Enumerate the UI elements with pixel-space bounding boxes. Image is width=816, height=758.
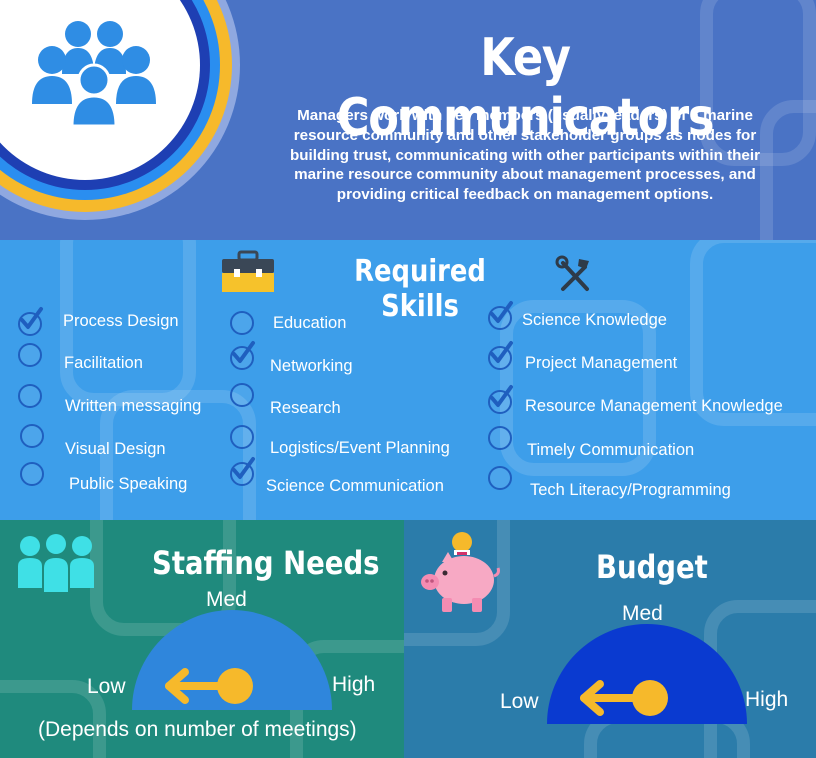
budget-high-label: High xyxy=(745,688,789,711)
skill-label: Research xyxy=(270,399,341,417)
piggy-bank-icon xyxy=(421,532,500,612)
checkmark-icon xyxy=(490,385,513,407)
tools-icon xyxy=(555,255,589,291)
budget-title: Budget xyxy=(596,548,708,586)
checkbox-unchecked[interactable] xyxy=(488,466,512,490)
decor-ring xyxy=(700,0,816,166)
skill-label: Logistics/Event Planning xyxy=(270,439,450,457)
skill-label: Process Design xyxy=(63,312,179,330)
skill-label: Public Speaking xyxy=(69,475,188,493)
budget-panel: Budget Med Low High xyxy=(404,520,816,758)
skill-label: Timely Communication xyxy=(527,441,695,459)
skill-label: Science Knowledge xyxy=(522,311,667,329)
checkmark-icon xyxy=(490,301,513,323)
staff-people-icon xyxy=(18,534,94,592)
page-title: Key Communicators xyxy=(336,28,715,148)
header-section: Key Communicators Managers work with key… xyxy=(0,0,816,240)
staffing-title: Staffing Needs xyxy=(152,544,380,582)
decor-ring xyxy=(404,520,510,646)
group-people-icon xyxy=(32,21,156,128)
decor-ring xyxy=(690,240,816,426)
skill-label: Science Communication xyxy=(266,477,444,495)
required-skills-section: Required Skills Process Design Facilitati… xyxy=(0,240,816,520)
staffing-needs-panel: Staffing Needs Med Low High (Depends on … xyxy=(0,520,404,758)
skill-label: Tech Literacy/Programming xyxy=(530,481,731,499)
checkmark-icon xyxy=(490,341,513,363)
checkbox-checked[interactable] xyxy=(488,341,513,370)
skill-label: Resource Management Knowledge xyxy=(525,397,783,415)
staffing-gauge-needle xyxy=(165,668,253,704)
checkbox-checked[interactable] xyxy=(488,385,513,414)
skill-label: Networking xyxy=(270,357,353,375)
checkbox-unchecked[interactable] xyxy=(18,343,42,367)
budget-gauge-needle xyxy=(580,680,668,716)
staffing-note: (Depends on number of meetings) xyxy=(38,718,357,741)
staffing-gauge xyxy=(132,610,332,710)
staffing-high-label: High xyxy=(332,673,376,696)
skill-label: Education xyxy=(273,314,347,332)
staffing-med-label: Med xyxy=(206,588,247,611)
skills-title: Required Skills xyxy=(354,254,486,324)
toolbox-icon xyxy=(222,250,274,292)
decor-ring xyxy=(60,240,196,406)
decor-ring xyxy=(100,390,256,520)
budget-low-label: Low xyxy=(500,690,539,713)
budget-gauge xyxy=(547,624,747,724)
page-description: Managers work with key members (usually … xyxy=(290,107,760,204)
checkbox-unchecked[interactable] xyxy=(230,383,254,407)
checkmark-icon xyxy=(232,457,255,479)
skill-label: Written messaging xyxy=(65,397,202,415)
checkmark-icon xyxy=(20,307,43,329)
skill-label: Project Management xyxy=(525,354,678,372)
checkbox-unchecked[interactable] xyxy=(18,384,42,408)
budget-med-label: Med xyxy=(622,602,663,625)
checkbox-unchecked[interactable] xyxy=(20,424,44,448)
staffing-low-label: Low xyxy=(87,675,126,698)
checkbox-unchecked[interactable] xyxy=(230,425,254,449)
checkbox-checked[interactable] xyxy=(18,307,43,336)
checkbox-unchecked[interactable] xyxy=(20,462,44,486)
skill-label: Facilitation xyxy=(64,354,143,372)
skill-label: Visual Design xyxy=(65,440,166,458)
checkbox-checked[interactable] xyxy=(488,301,513,330)
decor-ring xyxy=(0,680,106,758)
checkmark-icon xyxy=(232,341,255,363)
checkbox-checked[interactable] xyxy=(230,341,255,370)
checkbox-unchecked[interactable] xyxy=(488,426,512,450)
checkbox-unchecked[interactable] xyxy=(230,311,254,335)
checkbox-checked[interactable] xyxy=(230,457,255,486)
